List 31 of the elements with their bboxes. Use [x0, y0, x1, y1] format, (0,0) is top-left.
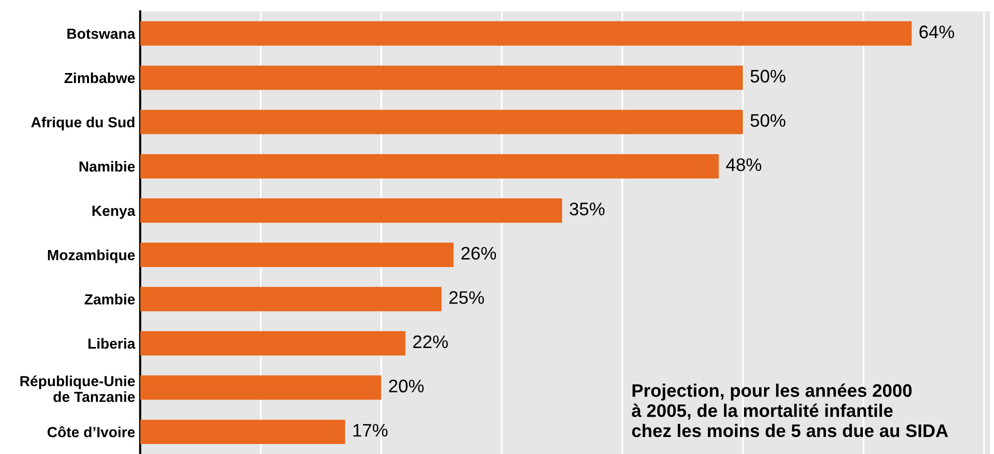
- data-label: 35%: [570, 202, 605, 216]
- bar: [140, 154, 719, 178]
- bar: [140, 286, 442, 312]
- data-label: 50%: [750, 70, 786, 83]
- data-label: 25%: [449, 291, 484, 304]
- data-label: 22%: [413, 335, 448, 348]
- bar: [140, 331, 406, 356]
- y-tick-label: Mozambique: [48, 250, 135, 264]
- bar: [140, 21, 912, 46]
- data-label: 26%: [461, 246, 496, 260]
- bar: [140, 420, 346, 444]
- data-label: 50%: [750, 114, 786, 127]
- y-tick-label: Côte d’Ivoire: [48, 426, 135, 438]
- data-label: 48%: [726, 158, 762, 172]
- annotation: Projection, pour les années 2000 à 2005, de la mortalité infantile chez les moins de 5 ans due au SIDA: [632, 384, 948, 438]
- bar: [140, 66, 743, 90]
- y-tick-label: Namibie: [80, 160, 135, 172]
- y-tick-label: Botswana: [67, 28, 136, 39]
- y-tick-label: Kenya: [92, 206, 136, 219]
- data-label: 64%: [920, 26, 954, 38]
- bar: [140, 110, 743, 134]
- bar: [140, 198, 562, 223]
- y-tick-label: Liberia: [88, 338, 136, 349]
- y-tick-label: Zimbabwe: [64, 72, 135, 84]
- y-tick-label: République-Unie de Tanzanie: [20, 375, 135, 402]
- bar: [140, 375, 382, 400]
- data-label: 17%: [353, 424, 388, 437]
- data-label: 20%: [389, 380, 424, 392]
- y-tick-label: Afrique du Sud: [31, 116, 134, 130]
- bar: [140, 242, 454, 267]
- y-tick-label: Zambie: [84, 294, 135, 304]
